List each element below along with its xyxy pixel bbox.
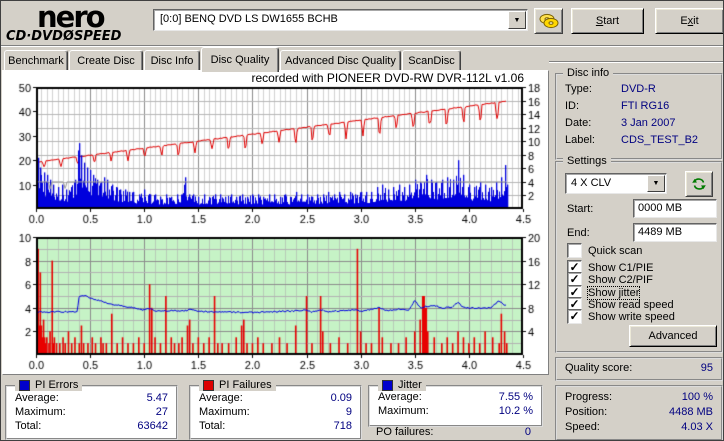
start-field-label: Start: [567,203,594,215]
jitter-stats-legend: Jitter [378,379,426,391]
nero-logo: nero CD·DVDØSPEED [3,0,148,45]
toolbar-separator [1,45,723,47]
pi-failures-stats-legend: PI Failures [199,379,276,391]
jitter-legend-swatch [382,379,393,391]
chevron-down-icon: ▼ [513,16,521,24]
disc-label-value: CDS_TEST_B2 [621,134,699,146]
nero-logo-text: nero [37,0,106,34]
progress-box: Progress: 100 % Position: 4488 MB Speed:… [555,385,723,440]
drive-select[interactable]: [0:0] BENQ DVD LS DW1655 BCHB ▼ [153,9,528,31]
checkbox-show-read-speed[interactable]: ✓ Show read speed [567,297,674,312]
disc-type-value: DVD-R [621,83,656,95]
checkbox-show-write-speed[interactable]: ✓ Show write speed [567,309,675,324]
refresh-icon [692,178,706,190]
exit-button-label: Exit [680,15,699,27]
tab-scandisc[interactable]: ScanDisc [402,50,461,71]
drive-select-arrow[interactable]: ▼ [508,11,526,29]
speed-select[interactable]: 4 X CLV ▼ [565,173,667,194]
pi-errors-stats: PI Errors Average: 5.47 Maximum: 27 Total:… [5,379,178,440]
end-field[interactable]: 4489 MB [633,223,717,242]
tab-disc-info[interactable]: Disc Info [144,50,200,71]
sidebar-separator [549,61,723,63]
end-field-label: End: [567,227,590,239]
settings-group: Settings 4 X CLV ▼ Start: 0000 MB End: 4… [555,155,723,353]
quality-score-box: Quality score: 95 [555,357,723,381]
disc-info-row: ID: [565,100,580,112]
logo-disc-icon: Ø [62,29,74,44]
progress-value: 100 % [681,391,713,403]
checkbox-show-jitter[interactable]: ✓ Show jitter [567,285,641,300]
pi-failures-jitter-chart [2,227,547,371]
tab-advanced-disc-quality[interactable]: Advanced Disc Quality [280,50,401,71]
pi-failures-legend-swatch [203,379,214,391]
disc-info-row: Type: [565,83,592,95]
advanced-button[interactable]: Advanced [629,325,717,347]
disc-info-legend: Disc info [563,67,614,79]
disc-info-row: Date: [565,117,592,129]
eject-disc-icon [539,13,558,29]
po-failures-value: 0 [524,426,531,438]
checkbox-quick-scan[interactable]: Quick scan [567,243,642,258]
tab-benchmark[interactable]: Benchmark [4,50,68,71]
disc-id-value: FTI RG16 [621,100,670,112]
disc-info-row: Label: [565,134,595,146]
jitter-stats: Jitter Average: 7.55 % Maximum: 10.2 % [368,379,543,427]
speed-select-value: 4 X CLV [571,177,612,189]
drive-select-value: [0:0] BENQ DVD LS DW1655 BCHB [160,13,338,25]
pi-errors-chart [2,77,547,225]
checkbox-box[interactable] [567,243,582,258]
po-failures-row: PO failures: 0 [376,426,531,438]
disc-info-group: Disc info Type: DVD-R ID: FTI RG16 Date:… [555,67,723,160]
checkbox-box[interactable]: ✓ [567,309,582,324]
chevron-down-icon: ▼ [652,180,660,187]
quality-score-label: Quality score: [565,362,633,374]
tab-create-disc[interactable]: Create Disc [69,50,143,71]
cd-dvd-speed-logo-text: CD·DVDØSPEED [6,29,122,44]
eject-disc-button[interactable] [534,8,563,34]
settings-legend: Settings [563,155,611,167]
checkbox-show-c1-pie[interactable]: ✓ Show C1/PIE [567,260,653,275]
speed-value: 4.03 X [681,421,713,433]
pi-failures-stats: PI Failures Average: 0.09 Maximum: 9 Total… [189,379,362,440]
tab-disc-quality[interactable]: Disc Quality [201,47,279,72]
start-button-label: Start [595,15,620,27]
pi-errors-stats-legend: PI Errors [15,379,83,391]
exit-button[interactable]: Exit [655,8,723,34]
quality-score-value: 95 [700,362,713,374]
start-button[interactable]: Start [571,8,644,34]
position-value: 4488 MB [668,406,713,418]
checkbox-show-c2-pif[interactable]: ✓ Show C2/PIF [567,272,653,287]
po-failures-label: PO failures: [376,426,434,438]
disc-date-value: 3 Jan 2007 [621,117,676,129]
refresh-button[interactable] [685,171,713,197]
pi-errors-legend-swatch [19,379,30,391]
speed-select-arrow[interactable]: ▼ [647,175,665,192]
start-field[interactable]: 0000 MB [633,199,717,218]
